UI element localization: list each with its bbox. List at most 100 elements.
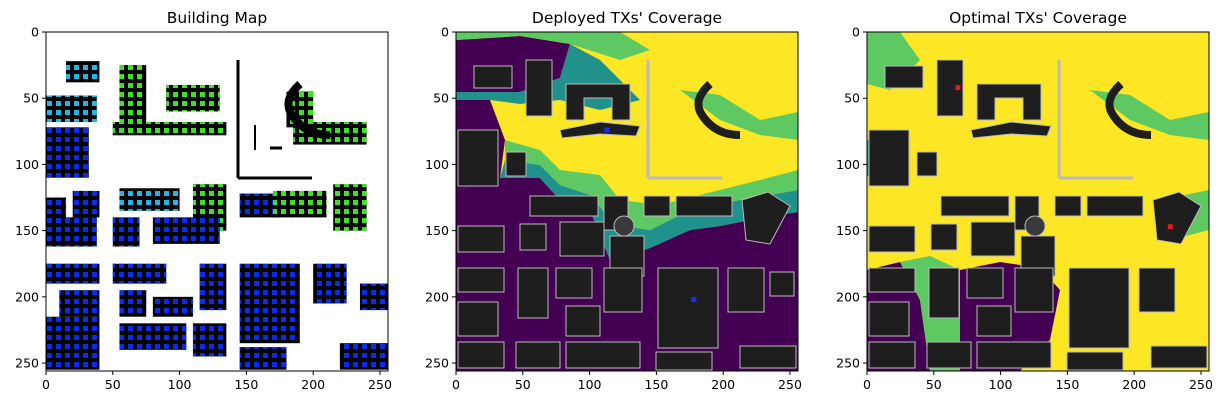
building-curved xyxy=(1105,81,1152,139)
y-tick-label: 150 xyxy=(836,223,860,238)
x-tick-label: 250 xyxy=(368,377,392,392)
receiver-markers-blue xyxy=(72,190,100,218)
y-tick-label: 200 xyxy=(836,289,860,304)
plot-area xyxy=(456,32,798,371)
building xyxy=(1138,267,1176,313)
y-tick-label: 50 xyxy=(844,91,860,106)
receiver-markers-cyan xyxy=(119,188,180,211)
coverage-medium-region xyxy=(867,32,920,90)
y-tick-label: 100 xyxy=(15,157,39,172)
building xyxy=(868,129,910,187)
coverage-weak-region xyxy=(500,160,798,260)
receiver-markers-blue xyxy=(152,217,220,244)
building xyxy=(739,345,797,369)
receiver-markers-blue xyxy=(46,217,97,247)
receiver-markers-green xyxy=(112,122,227,136)
building xyxy=(505,151,527,177)
building xyxy=(884,65,924,89)
x-tick-label: 50 xyxy=(105,377,121,392)
building xyxy=(926,341,972,369)
y-tick-label: 250 xyxy=(425,356,449,371)
building xyxy=(1152,191,1202,245)
receiver-markers-blue xyxy=(192,323,227,357)
building xyxy=(559,221,605,257)
x-tick-label: 200 xyxy=(301,377,325,392)
y-tick-label: 200 xyxy=(15,289,39,304)
x-tick-label: 100 xyxy=(578,377,602,392)
building xyxy=(970,221,1016,257)
transmitter-marker xyxy=(604,127,610,133)
y-tick-label: 50 xyxy=(433,91,449,106)
building xyxy=(868,225,916,253)
building xyxy=(769,271,795,297)
chart-title: Deployed TXs' Coverage xyxy=(532,9,722,27)
x-tick-label: 0 xyxy=(452,377,460,392)
building-round xyxy=(1024,215,1046,237)
building xyxy=(868,301,910,337)
receiver-markers-green xyxy=(166,84,220,112)
building xyxy=(525,59,553,117)
building xyxy=(1054,195,1082,217)
building xyxy=(517,267,549,319)
receiver-markers-blue xyxy=(46,263,100,284)
receiver-markers-blue xyxy=(239,263,300,344)
plot-frame xyxy=(455,31,799,372)
y-tick-label: 0 xyxy=(31,25,39,40)
x-tick-label: 0 xyxy=(863,377,871,392)
y-tick-label: 200 xyxy=(425,289,449,304)
y-tick-label: 150 xyxy=(15,223,39,238)
receiver-markers-blue xyxy=(359,283,388,311)
building xyxy=(868,341,916,369)
plot-area xyxy=(867,32,1209,371)
receiver-markers-blue xyxy=(152,296,193,317)
building xyxy=(657,267,719,349)
building xyxy=(515,341,561,369)
x-tick-label: 200 xyxy=(1122,377,1146,392)
buildings xyxy=(457,59,797,371)
y-tick-label: 100 xyxy=(425,157,449,172)
receiver-markers-blue xyxy=(339,343,388,370)
y-tick-label: 150 xyxy=(425,223,449,238)
transmitters xyxy=(604,127,697,302)
receiver-markers-blue xyxy=(59,290,100,317)
receiver-markers-blue xyxy=(46,316,100,370)
building xyxy=(457,129,499,187)
plot-frame xyxy=(866,31,1210,372)
panel-building-map: Building Map xyxy=(45,9,389,372)
transmitter-marker xyxy=(955,85,961,91)
transmitter-marker xyxy=(691,296,697,302)
building xyxy=(565,83,631,121)
building xyxy=(930,223,958,251)
building xyxy=(976,305,1012,337)
building xyxy=(976,83,1042,121)
x-tick-label: 50 xyxy=(515,377,531,392)
receiver-markers-cyan xyxy=(46,95,97,123)
building xyxy=(457,267,505,293)
receiver-markers-blue xyxy=(112,263,167,284)
building xyxy=(565,305,601,337)
building xyxy=(675,195,733,217)
building xyxy=(655,351,713,371)
building xyxy=(1068,267,1130,349)
building xyxy=(1014,267,1054,313)
building xyxy=(565,341,641,369)
building xyxy=(916,151,938,177)
coverage-medium-region xyxy=(1090,90,1209,140)
building xyxy=(966,267,1004,299)
building xyxy=(643,195,671,217)
building-curved xyxy=(284,81,331,139)
receiver-markers-green xyxy=(273,190,327,218)
y-tick-label: 0 xyxy=(441,25,449,40)
building xyxy=(473,65,513,89)
x-tick-label: 250 xyxy=(778,377,802,392)
receiver-markers-blue xyxy=(313,263,347,304)
building xyxy=(976,341,1052,369)
building xyxy=(457,341,505,369)
building xyxy=(970,121,1052,139)
buildings xyxy=(868,59,1208,371)
building xyxy=(1066,351,1124,371)
panel-deployed-coverage: Deployed TXs' Coverage xyxy=(455,9,799,372)
x-tick-label: 150 xyxy=(234,377,258,392)
receiver-markers-blue xyxy=(119,290,147,317)
